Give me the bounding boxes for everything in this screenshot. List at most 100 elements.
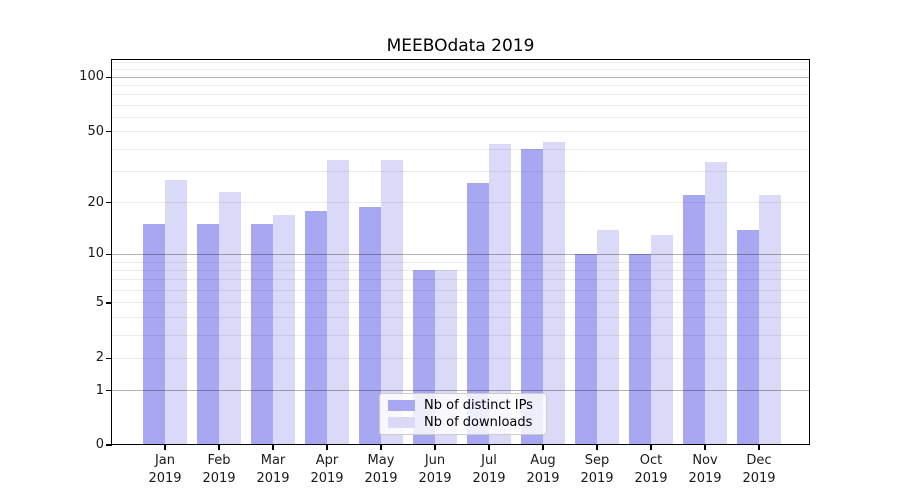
- x-tick-label-jan: Jan 2019: [137, 452, 193, 488]
- x-tick-label-mar: Mar 2019: [245, 452, 301, 488]
- bar-nb-of-distinct-ips-oct-2019: [629, 254, 651, 445]
- bar-nb-of-downloads-jan-2019: [165, 179, 187, 445]
- x-tick-label-month-nov: Nov: [692, 453, 718, 468]
- y-tick-label-20: 20: [87, 194, 104, 210]
- bar-nb-of-distinct-ips-jan-2019: [143, 224, 165, 445]
- x-tick-mark-jul: [488, 445, 490, 450]
- y-tick-mark-50: [106, 131, 112, 133]
- x-tick-mark-jan: [164, 445, 166, 450]
- bar-nb-of-downloads-may-2019: [381, 159, 403, 445]
- legend-entry-distinct-ips: Nb of distinct IPs: [388, 398, 538, 413]
- chart-title: MEEBOdata 2019: [386, 36, 535, 56]
- y-tick-mark-5: [106, 302, 112, 304]
- y-tick-label-0: 0: [95, 437, 104, 452]
- y-tick-label-5: 5: [95, 294, 104, 310]
- x-tick-mark-oct: [650, 445, 652, 450]
- x-tick-label-year-oct: 2019: [634, 471, 668, 486]
- gridline-minor-50: [112, 131, 809, 133]
- x-tick-label-year-mar: 2019: [256, 471, 290, 486]
- x-tick-label-month-jun: Jun: [424, 453, 446, 468]
- y-tick-mark-100: [106, 76, 112, 78]
- x-tick-label-dec: Dec 2019: [731, 452, 787, 488]
- bar-nb-of-distinct-ips-dec-2019: [737, 229, 759, 445]
- x-tick-label-nov: Nov 2019: [677, 452, 733, 488]
- gridline-minor-6: [112, 290, 809, 291]
- x-tick-label-feb: Feb 2019: [191, 452, 247, 488]
- x-tick-label-may: May 2019: [353, 452, 409, 488]
- x-tick-mark-may: [380, 445, 382, 450]
- gridline-minor-2: [112, 357, 809, 359]
- x-tick-label-year-jan: 2019: [148, 471, 182, 486]
- x-tick-mark-nov: [704, 445, 706, 450]
- bar-nb-of-downloads-mar-2019: [273, 215, 295, 445]
- y-tick-label-100: 100: [79, 69, 104, 85]
- gridline-minor-20: [112, 202, 809, 204]
- gridline-minor-4: [112, 316, 809, 318]
- x-tick-label-month-jul: Jul: [481, 453, 497, 468]
- gridline-minor-80: [112, 94, 809, 96]
- y-tick-mark-20: [106, 202, 112, 204]
- x-tick-label-month-aug: Aug: [530, 453, 556, 468]
- gridline-minor-7: [112, 279, 809, 281]
- x-tick-label-month-jan: Jan: [154, 453, 176, 468]
- bar-nb-of-distinct-ips-sep-2019: [575, 254, 597, 445]
- legend-swatch-distinct-ips: [388, 400, 415, 411]
- y-tick-mark-0: [106, 444, 112, 446]
- legend-entry-downloads: Nb of downloads: [388, 415, 538, 430]
- bar-nb-of-downloads-jul-2019: [489, 143, 511, 445]
- x-tick-label-apr: Apr 2019: [299, 452, 355, 488]
- y-tick-label-1: 1: [95, 382, 104, 398]
- gridline-minor-9: [112, 261, 809, 263]
- x-tick-label-year-apr: 2019: [310, 471, 344, 486]
- x-tick-label-year-jun: 2019: [418, 471, 452, 486]
- bar-nb-of-distinct-ips-may-2019: [359, 206, 381, 445]
- bar-nb-of-distinct-ips-nov-2019: [683, 195, 705, 445]
- gridline-minor-30: [112, 171, 809, 173]
- gridline-major-1: [112, 390, 809, 392]
- gridline-minor-70: [112, 104, 809, 106]
- x-tick-label-year-feb: 2019: [202, 471, 236, 486]
- x-tick-label-jul: Jul 2019: [461, 452, 517, 488]
- x-tick-label-oct: Oct 2019: [623, 452, 679, 488]
- bar-nb-of-downloads-apr-2019: [327, 159, 349, 445]
- y-tick-label-2: 2: [95, 350, 104, 366]
- y-tick-mark-1: [106, 389, 112, 392]
- x-tick-mark-jun: [434, 445, 436, 450]
- x-tick-label-month-may: May: [367, 453, 395, 468]
- x-tick-label-month-dec: Dec: [746, 453, 772, 468]
- x-tick-label-month-oct: Oct: [639, 453, 663, 468]
- x-tick-label-month-sep: Sep: [584, 453, 610, 468]
- y-tick-mark-10: [106, 253, 112, 256]
- x-tick-mark-mar: [272, 445, 274, 450]
- legend-label-downloads: Nb of downloads: [424, 415, 533, 430]
- legend: Nb of distinct IPs Nb of downloads: [379, 393, 547, 435]
- x-tick-label-year-dec: 2019: [742, 471, 776, 486]
- x-tick-mark-apr: [326, 445, 328, 450]
- x-tick-mark-aug: [542, 445, 544, 450]
- bar-nb-of-distinct-ips-mar-2019: [251, 224, 273, 445]
- x-tick-label-year-nov: 2019: [688, 471, 722, 486]
- bar-nb-of-downloads-sep-2019: [597, 229, 619, 445]
- legend-swatch-downloads: [388, 417, 415, 428]
- y-tick-label-50: 50: [87, 123, 104, 139]
- x-tick-label-aug: Aug 2019: [515, 452, 571, 488]
- x-tick-label-month-feb: Feb: [207, 453, 231, 468]
- x-tick-mark-dec: [758, 445, 760, 450]
- gridline-minor-110: [112, 69, 809, 71]
- x-tick-mark-sep: [596, 445, 598, 450]
- x-tick-label-year-sep: 2019: [580, 471, 614, 486]
- y-tick-label-10: 10: [87, 246, 104, 262]
- bar-nb-of-downloads-aug-2019: [543, 141, 565, 445]
- x-tick-label-year-jul: 2019: [472, 471, 506, 486]
- bar-nb-of-distinct-ips-feb-2019: [197, 224, 219, 445]
- gridline-minor-120: [112, 62, 809, 64]
- gridline-minor-3: [112, 334, 809, 336]
- x-tick-label-jun: Jun 2019: [407, 452, 463, 488]
- gridline-major-100: [112, 76, 809, 78]
- x-tick-label-year-may: 2019: [364, 471, 398, 486]
- bar-nb-of-downloads-nov-2019: [705, 161, 727, 445]
- gridline-minor-90: [112, 85, 809, 87]
- x-tick-label-sep: Sep 2019: [569, 452, 625, 488]
- x-tick-label-month-mar: Mar: [260, 453, 286, 468]
